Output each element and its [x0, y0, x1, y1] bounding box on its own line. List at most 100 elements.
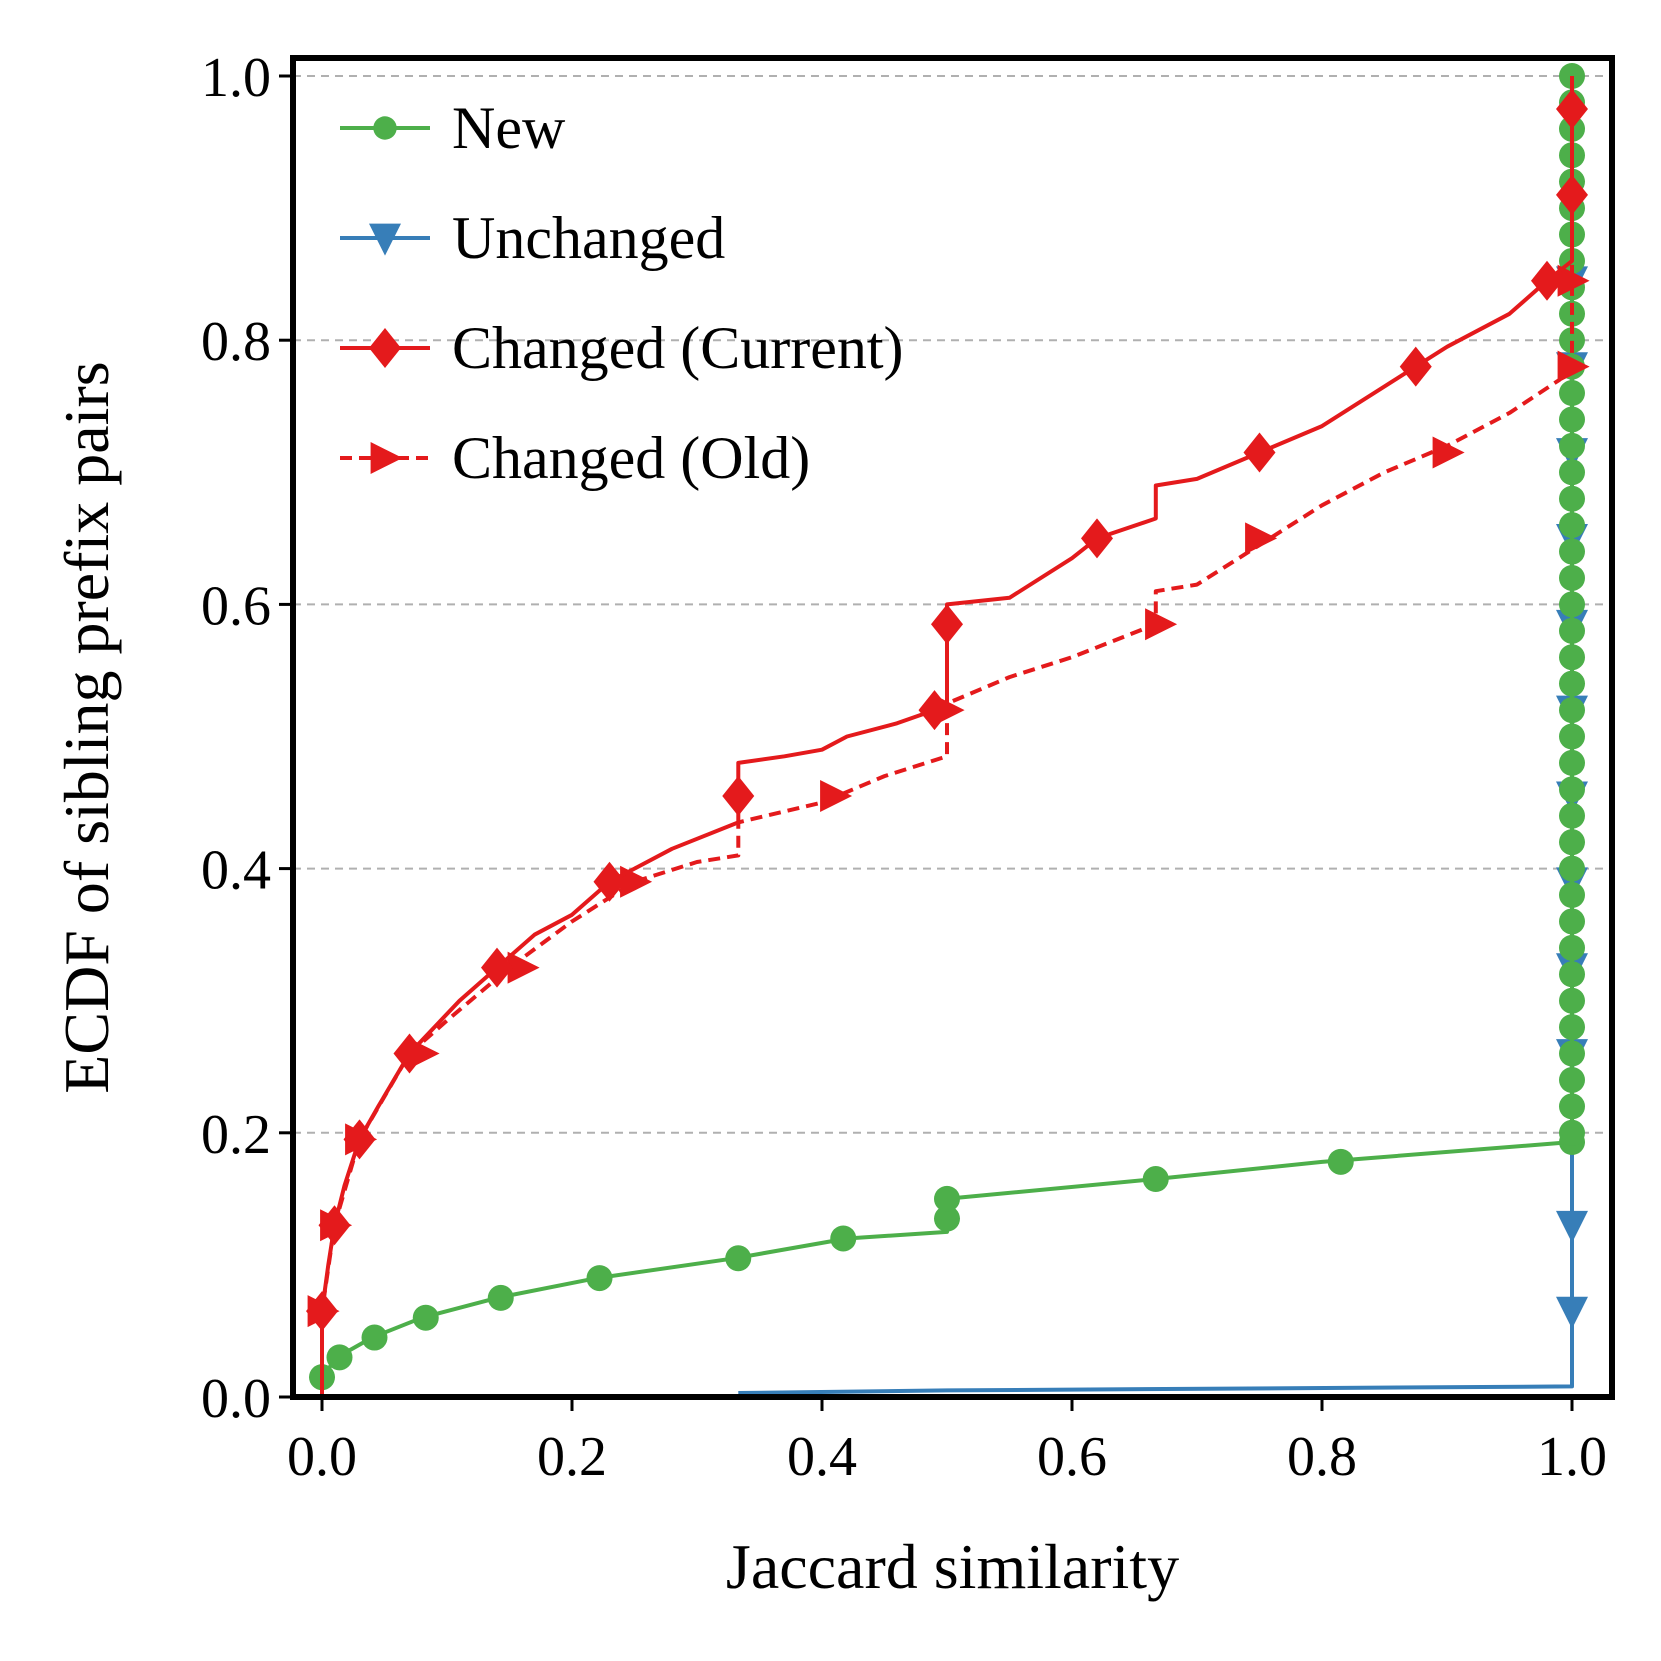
series-0-point-38 [1559, 459, 1585, 486]
series-0-point-32 [1559, 617, 1585, 644]
series-line-2 [320, 76, 1574, 1397]
series-1 [738, 260, 1588, 1395]
y-tick-label-5: 1.0 [201, 47, 271, 109]
series-2-point-10 [1243, 432, 1276, 473]
series-0-point-35 [1559, 538, 1585, 565]
series-0-point-19 [1559, 961, 1585, 988]
series-0-point-16 [1559, 1040, 1585, 1067]
series-0-point-33 [1559, 591, 1585, 618]
series-0-point-25 [1559, 802, 1585, 829]
series-0-point-18 [1559, 987, 1585, 1014]
series-0-point-36 [1559, 512, 1585, 539]
x-axis-label: Jaccard similarity [726, 1531, 1179, 1602]
series-1-point-0 [1556, 1296, 1588, 1329]
series-0-point-23 [1559, 855, 1585, 882]
series-0 [309, 63, 1585, 1391]
x-tick-label-5: 1.0 [1537, 1426, 1607, 1488]
series-2-point-2 [343, 1119, 376, 1160]
series-3-point-10 [1432, 436, 1465, 469]
series-0-point-37 [1559, 485, 1585, 512]
legend: New Unchanged Changed (Current) Changed (Ol… [340, 95, 904, 491]
series-0-point-9 [934, 1185, 960, 1212]
x-tick-label-2: 0.4 [787, 1426, 857, 1488]
series-0-point-2 [361, 1324, 388, 1351]
series-1-point-1 [1556, 1210, 1588, 1243]
series-0-point-29 [1559, 697, 1585, 724]
series-0-point-5 [586, 1265, 613, 1292]
legend-label-2: Changed (Current) [452, 315, 904, 381]
series-2-point-12 [1531, 260, 1563, 301]
tick-layer: 0.0 0.2 0.4 0.6 0.8 1.0 0.0 0.2 0.4 0.6 0.8 1.0 [201, 47, 1607, 1488]
series-2-point-8 [931, 604, 963, 645]
series-0-point-24 [1559, 829, 1585, 856]
series-2 [306, 76, 1588, 1397]
series-0-point-26 [1559, 776, 1585, 803]
series-3-point-4 [507, 951, 540, 984]
series-2-point-13 [1556, 174, 1588, 215]
legend-marker-3 [370, 442, 403, 474]
series-0-point-4 [487, 1284, 514, 1311]
series-0-point-15 [1559, 1066, 1585, 1093]
series-2-point-0 [306, 1291, 338, 1332]
series-0-point-43 [1559, 327, 1585, 354]
series-2-point-5 [593, 861, 626, 902]
series-0-point-20 [1559, 934, 1585, 961]
legend-label-0: New [452, 95, 566, 161]
legend-marker-2 [369, 328, 401, 368]
series-0-point-41 [1559, 380, 1585, 407]
x-tick-label-0: 0.0 [287, 1426, 357, 1488]
series-0-point-34 [1559, 564, 1585, 591]
series-2-point-1 [318, 1205, 351, 1246]
legend-label-3: Changed (Old) [452, 425, 810, 491]
series-3-point-9 [1245, 522, 1278, 555]
series-0-point-14 [1559, 1093, 1585, 1120]
series-2-point-9 [1081, 518, 1113, 559]
x-tick-label-4: 0.8 [1287, 1426, 1357, 1488]
y-tick-label-1: 0.2 [201, 1104, 271, 1166]
series-0-point-31 [1559, 644, 1585, 671]
series-0-point-22 [1559, 882, 1585, 909]
series-line-1 [738, 260, 1574, 1395]
legend-marker-1 [369, 223, 401, 256]
series-2-point-14 [1556, 89, 1588, 130]
series-2-point-11 [1399, 346, 1432, 387]
series-0-point-13 [1559, 1119, 1585, 1146]
frame-layer [290, 55, 1615, 1400]
series-2-point-3 [393, 1033, 426, 1074]
series-0-point-8 [934, 1205, 960, 1232]
series-0-point-30 [1559, 670, 1585, 697]
series-0-point-39 [1559, 432, 1585, 459]
series-0-point-27 [1559, 749, 1585, 776]
series-3-point-6 [820, 779, 853, 812]
y-tick-label-3: 0.6 [201, 575, 271, 637]
series-0-point-1 [326, 1344, 353, 1371]
series-2-point-4 [481, 947, 513, 988]
series-0-point-7 [830, 1225, 857, 1252]
y-tick-label-2: 0.4 [201, 840, 271, 902]
series-3-point-8 [1145, 608, 1178, 641]
legend-marker-0 [373, 116, 397, 140]
x-tick-label-3: 0.6 [1037, 1426, 1107, 1488]
series-3-point-12 [1557, 264, 1590, 297]
series-0-point-21 [1559, 908, 1585, 935]
x-tick-label-1: 0.2 [537, 1426, 607, 1488]
y-tick-label-4: 0.8 [201, 311, 271, 373]
series-0-point-11 [1327, 1148, 1354, 1175]
series-2-point-6 [722, 775, 755, 816]
series-0-point-28 [1559, 723, 1585, 750]
series-layer [306, 63, 1590, 1397]
series-3-point-11 [1557, 350, 1590, 383]
series-0-point-10 [1142, 1166, 1169, 1193]
series-0-point-6 [725, 1245, 752, 1272]
plot-frame [290, 55, 1615, 1400]
series-0-point-17 [1559, 1014, 1585, 1041]
series-0-point-40 [1559, 406, 1585, 433]
y-axis-label: ECDF of sibling prefix pairs [51, 361, 122, 1093]
legend-label-1: Unchanged [452, 205, 725, 271]
series-line-3 [320, 76, 1574, 1397]
series-2-point-7 [918, 690, 951, 731]
series-0-point-3 [412, 1304, 439, 1331]
y-tick-label-0: 0.0 [201, 1368, 271, 1430]
